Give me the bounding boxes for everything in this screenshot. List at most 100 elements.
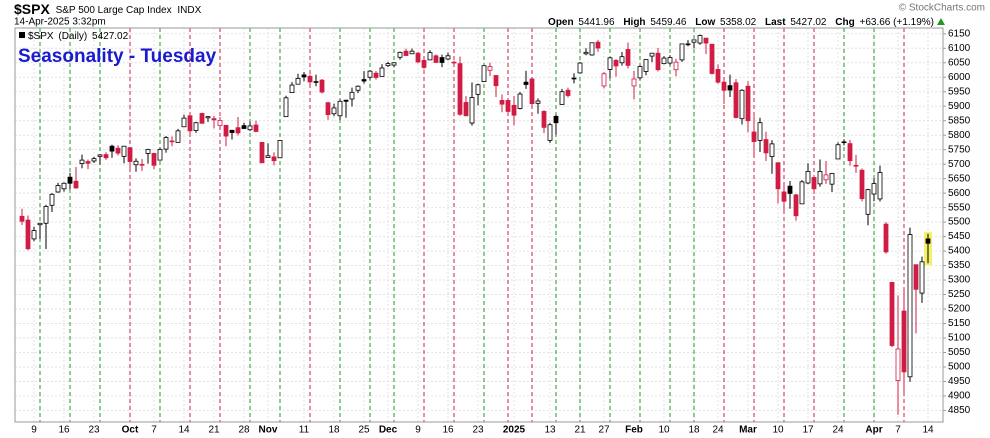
quote-line: Open 5441.96 High 5459.46 Low 5358.02 La…	[548, 17, 934, 28]
y-tick-label: 5600	[948, 188, 971, 199]
candle-body	[367, 70, 373, 78]
x-tick-label: Mar	[739, 425, 757, 436]
change-arrow	[937, 18, 945, 25]
x-tick-label: Nov	[259, 425, 278, 436]
candle-body	[487, 66, 493, 71]
candle-body	[337, 100, 343, 117]
y-tick-label: 5750	[948, 144, 971, 155]
candle-body	[97, 154, 103, 157]
candle-body	[223, 124, 229, 137]
candle-body	[865, 189, 871, 215]
candle-body	[607, 57, 613, 70]
candle-body	[889, 281, 895, 346]
candle-body	[241, 125, 247, 129]
x-tick-label: 16	[58, 425, 70, 436]
candle-body	[769, 143, 775, 158]
y-tick-label: 5900	[948, 101, 971, 112]
candle-body	[277, 140, 283, 159]
candle-body	[499, 100, 505, 105]
x-tick-label: 11	[299, 425, 310, 436]
x-tick-label: 9	[31, 425, 37, 436]
candle-body	[925, 238, 931, 244]
candle-body	[745, 85, 751, 122]
candle-body	[847, 143, 853, 162]
candle-body	[445, 55, 451, 60]
x-tick-label: 18	[688, 425, 700, 436]
quote-value: 5427.02	[790, 17, 827, 28]
candle-body	[793, 194, 799, 217]
candle-body	[157, 148, 163, 161]
candle-body	[385, 63, 391, 67]
y-tick-label: 5800	[948, 130, 971, 141]
quote-value: 5358.02	[720, 17, 757, 28]
candle-body	[415, 52, 421, 63]
x-tick-label: Feb	[625, 425, 643, 436]
candle-body	[505, 100, 511, 112]
y-tick-label: 5650	[948, 173, 971, 184]
candle-body	[451, 61, 457, 64]
candle-body	[757, 122, 763, 141]
x-tick-label: 21	[574, 425, 586, 436]
candle-body	[85, 161, 91, 164]
y-tick-label: 5000	[948, 362, 971, 373]
candle-body	[811, 177, 817, 190]
candle-body	[235, 127, 241, 134]
x-tick-label: 16	[442, 425, 454, 436]
candle-body	[691, 39, 697, 43]
candle-body	[313, 81, 319, 83]
quote-change: +63.66 (+1.19%)	[860, 17, 935, 28]
legend-series: $SPX	[28, 31, 54, 42]
candle-body	[841, 141, 847, 144]
candle-body	[421, 60, 427, 68]
legend-swatch	[19, 32, 25, 38]
chart-title: Seasonality - Tuesday	[18, 46, 217, 67]
candle-body	[259, 142, 265, 164]
candle-body	[859, 169, 865, 200]
candle-body	[307, 75, 313, 83]
x-tick-label: 10	[658, 425, 670, 436]
candle-body	[439, 57, 445, 63]
candle-body	[763, 139, 769, 154]
candle-body	[667, 57, 673, 64]
candle-body	[625, 49, 631, 66]
plot-area	[15, 28, 946, 422]
candle-body	[619, 56, 625, 64]
candle-body	[397, 51, 403, 58]
candle-body	[679, 43, 685, 61]
candle-body	[205, 116, 211, 119]
candle-body	[67, 176, 73, 184]
candle-body	[829, 173, 835, 185]
candle-body	[361, 79, 367, 82]
candle-body	[919, 261, 925, 294]
candle-body	[703, 37, 709, 44]
candle-body	[517, 93, 523, 109]
candle-body	[685, 43, 691, 46]
candle-body	[103, 154, 109, 159]
legend-period: (Daily)	[58, 31, 87, 42]
candle-body	[817, 171, 823, 185]
candle-body	[163, 137, 169, 150]
candle-body	[727, 85, 733, 91]
timestamp: 14-Apr-2025 3:32pm	[14, 17, 106, 28]
y-tick-label: 4950	[948, 376, 971, 387]
candle-body	[211, 118, 217, 121]
candle-body	[127, 147, 133, 162]
quote-value: 5459.46	[650, 17, 687, 28]
candle-body	[25, 219, 31, 250]
candle-body	[55, 185, 61, 193]
candle-body	[709, 43, 715, 74]
candle-body	[31, 230, 37, 240]
candle-body	[523, 81, 529, 85]
x-tick-label: 9	[415, 425, 421, 436]
candle-body	[349, 91, 355, 100]
candle-body	[373, 72, 379, 78]
candle-body	[73, 180, 79, 189]
y-tick-label: 5450	[948, 231, 971, 242]
candle-body	[541, 111, 547, 128]
y-tick-label: 5300	[948, 275, 971, 286]
candle-body	[43, 206, 49, 224]
candle-body	[151, 153, 157, 166]
candle-body	[289, 84, 295, 94]
legend-last: 5427.02	[92, 31, 129, 42]
